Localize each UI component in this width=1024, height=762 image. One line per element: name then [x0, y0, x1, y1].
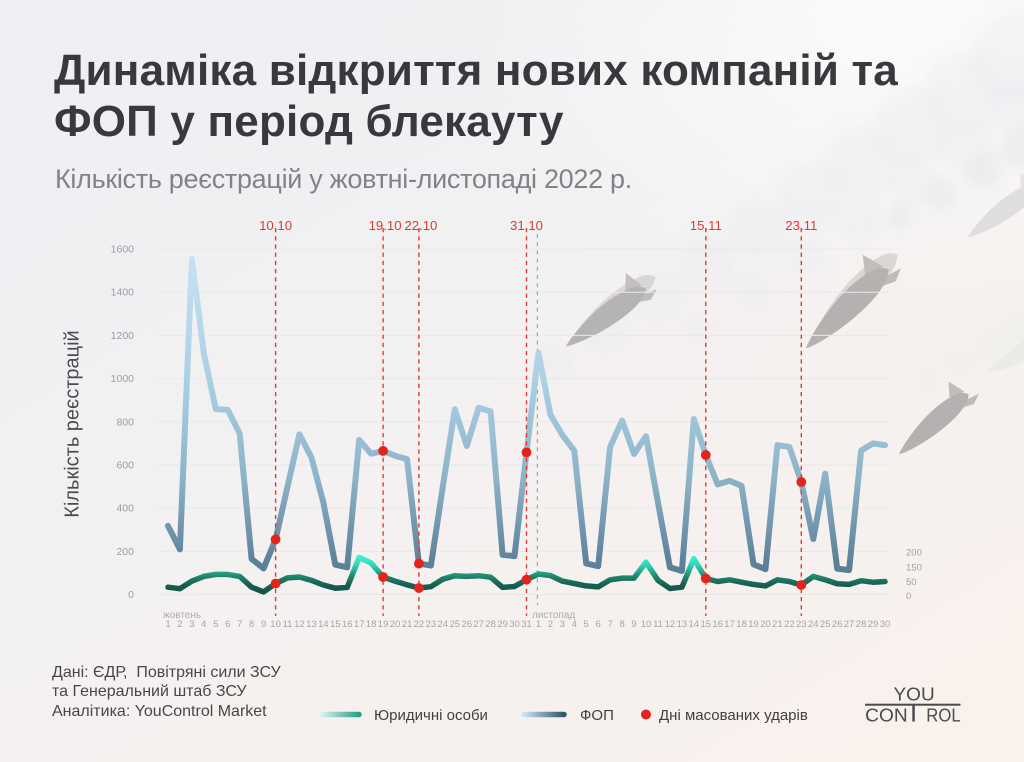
svg-text:50: 50: [906, 577, 917, 588]
svg-text:1: 1: [165, 619, 170, 630]
svg-text:1400: 1400: [111, 287, 135, 299]
svg-text:2: 2: [548, 619, 553, 630]
svg-text:Кількість реєстрацій: Кількість реєстрацій: [62, 330, 84, 517]
svg-text:17: 17: [354, 619, 365, 630]
svg-text:22: 22: [414, 619, 425, 630]
svg-text:11: 11: [653, 619, 663, 630]
svg-text:22.10: 22.10: [404, 218, 437, 233]
svg-text:9: 9: [261, 619, 266, 630]
svg-text:13: 13: [306, 619, 317, 630]
svg-text:18: 18: [366, 619, 377, 630]
svg-text:10: 10: [641, 619, 652, 630]
svg-text:12: 12: [665, 619, 676, 630]
svg-text:20: 20: [760, 619, 771, 630]
svg-text:19.10: 19.10: [369, 218, 402, 233]
svg-text:4: 4: [572, 619, 577, 630]
svg-text:25: 25: [820, 619, 831, 630]
svg-text:28: 28: [485, 619, 496, 630]
svg-text:6: 6: [225, 619, 230, 630]
svg-text:8: 8: [619, 619, 624, 630]
svg-text:200: 200: [116, 546, 134, 558]
svg-text:24: 24: [808, 619, 819, 630]
svg-text:27: 27: [844, 619, 855, 630]
svg-text:0: 0: [906, 591, 911, 602]
svg-text:8: 8: [249, 619, 254, 630]
svg-text:12: 12: [294, 619, 305, 630]
svg-text:10.10: 10.10: [259, 218, 292, 233]
svg-text:30: 30: [880, 619, 891, 630]
svg-text:600: 600: [116, 460, 134, 472]
svg-text:200: 200: [906, 548, 922, 559]
svg-text:23: 23: [796, 619, 807, 630]
svg-text:22: 22: [784, 619, 795, 630]
svg-text:19: 19: [378, 619, 389, 630]
svg-text:27: 27: [473, 619, 484, 630]
svg-text:17: 17: [724, 619, 735, 630]
svg-text:29: 29: [497, 619, 508, 630]
svg-text:28: 28: [856, 619, 867, 630]
svg-text:7: 7: [607, 619, 612, 630]
svg-text:0: 0: [128, 589, 134, 601]
svg-text:31: 31: [521, 619, 532, 630]
svg-text:13: 13: [677, 619, 688, 630]
svg-text:5: 5: [213, 619, 218, 630]
svg-text:150: 150: [906, 563, 922, 574]
svg-text:23.11: 23.11: [785, 218, 817, 233]
svg-text:26: 26: [462, 619, 473, 630]
svg-text:15: 15: [701, 619, 712, 630]
svg-text:10: 10: [270, 619, 281, 630]
svg-text:24: 24: [438, 619, 449, 630]
svg-text:25: 25: [450, 619, 461, 630]
svg-text:18: 18: [736, 619, 747, 630]
svg-text:6: 6: [596, 619, 601, 630]
svg-text:YOU: YOU: [894, 684, 935, 704]
svg-text:15: 15: [330, 619, 341, 630]
svg-text:800: 800: [116, 416, 134, 428]
svg-text:3: 3: [560, 619, 565, 630]
svg-text:11: 11: [283, 619, 293, 630]
svg-text:4: 4: [201, 619, 206, 630]
svg-text:23: 23: [426, 619, 437, 630]
svg-text:21: 21: [772, 619, 783, 630]
svg-text:16: 16: [712, 619, 723, 630]
svg-text:20: 20: [390, 619, 401, 630]
svg-text:7: 7: [237, 619, 242, 630]
svg-text:1: 1: [536, 619, 541, 630]
svg-text:ROL: ROL: [926, 704, 960, 725]
svg-text:30: 30: [509, 619, 520, 630]
svg-text:14: 14: [318, 619, 329, 630]
svg-text:1600: 1600: [111, 244, 135, 256]
svg-text:15.11: 15.11: [690, 218, 722, 233]
svg-text:1200: 1200: [111, 330, 135, 342]
svg-text:9: 9: [631, 619, 636, 630]
svg-text:CON: CON: [865, 704, 908, 725]
svg-text:29: 29: [868, 619, 879, 630]
svg-text:16: 16: [342, 619, 353, 630]
svg-text:2: 2: [177, 619, 182, 630]
svg-text:21: 21: [402, 619, 413, 630]
svg-text:31.10: 31.10: [510, 218, 543, 233]
svg-text:19: 19: [748, 619, 759, 630]
svg-text:14: 14: [689, 619, 700, 630]
svg-text:жовтень: жовтень: [163, 610, 201, 621]
svg-text:400: 400: [116, 503, 134, 515]
svg-text:5: 5: [584, 619, 589, 630]
svg-text:3: 3: [189, 619, 194, 630]
svg-text:1000: 1000: [111, 373, 135, 385]
svg-text:26: 26: [832, 619, 843, 630]
svg-text:листопад: листопад: [532, 610, 575, 621]
